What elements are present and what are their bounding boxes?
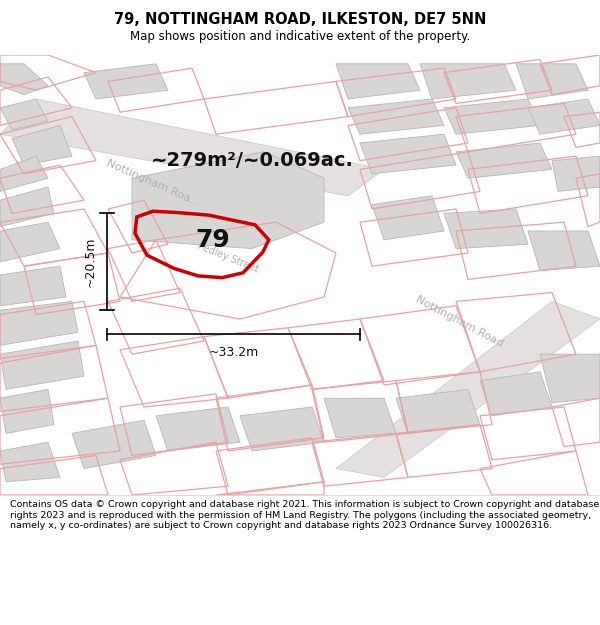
Polygon shape [0,99,384,196]
Polygon shape [0,389,54,433]
Polygon shape [0,341,84,389]
Text: 79: 79 [196,228,230,252]
Text: ~279m²/~0.069ac.: ~279m²/~0.069ac. [151,151,353,170]
Polygon shape [396,389,480,433]
Polygon shape [72,420,156,469]
Polygon shape [0,442,60,482]
Text: Pedley Street: Pedley Street [196,241,260,274]
Polygon shape [12,126,72,165]
Text: ~20.5m: ~20.5m [83,236,97,287]
Polygon shape [156,407,240,451]
Polygon shape [336,64,420,99]
Polygon shape [528,231,600,271]
Polygon shape [132,152,324,249]
Polygon shape [0,222,60,262]
Text: Map shows position and indicative extent of the property.: Map shows position and indicative extent… [130,30,470,43]
Polygon shape [552,156,600,191]
Text: 79, NOTTINGHAM ROAD, ILKESTON, DE7 5NN: 79, NOTTINGHAM ROAD, ILKESTON, DE7 5NN [114,12,486,27]
Polygon shape [84,64,168,99]
Polygon shape [480,372,552,416]
Polygon shape [240,407,324,451]
Polygon shape [324,398,396,437]
Text: Nottingham Roa...: Nottingham Roa... [104,158,202,208]
Polygon shape [444,99,540,134]
Polygon shape [0,99,48,130]
Polygon shape [336,301,600,478]
Text: ~33.2m: ~33.2m [208,346,259,359]
Polygon shape [372,196,444,240]
Polygon shape [0,301,78,346]
Polygon shape [528,99,600,134]
Text: Nottingham Road: Nottingham Road [413,294,505,349]
Polygon shape [420,64,516,99]
Polygon shape [516,64,588,99]
Polygon shape [0,156,48,191]
Polygon shape [444,209,528,249]
Text: Contains OS data © Crown copyright and database right 2021. This information is : Contains OS data © Crown copyright and d… [10,500,599,530]
Polygon shape [540,354,600,402]
Polygon shape [0,187,54,227]
Polygon shape [348,99,444,134]
Polygon shape [0,64,48,94]
Polygon shape [456,143,552,178]
Polygon shape [0,266,66,306]
Polygon shape [360,134,456,174]
